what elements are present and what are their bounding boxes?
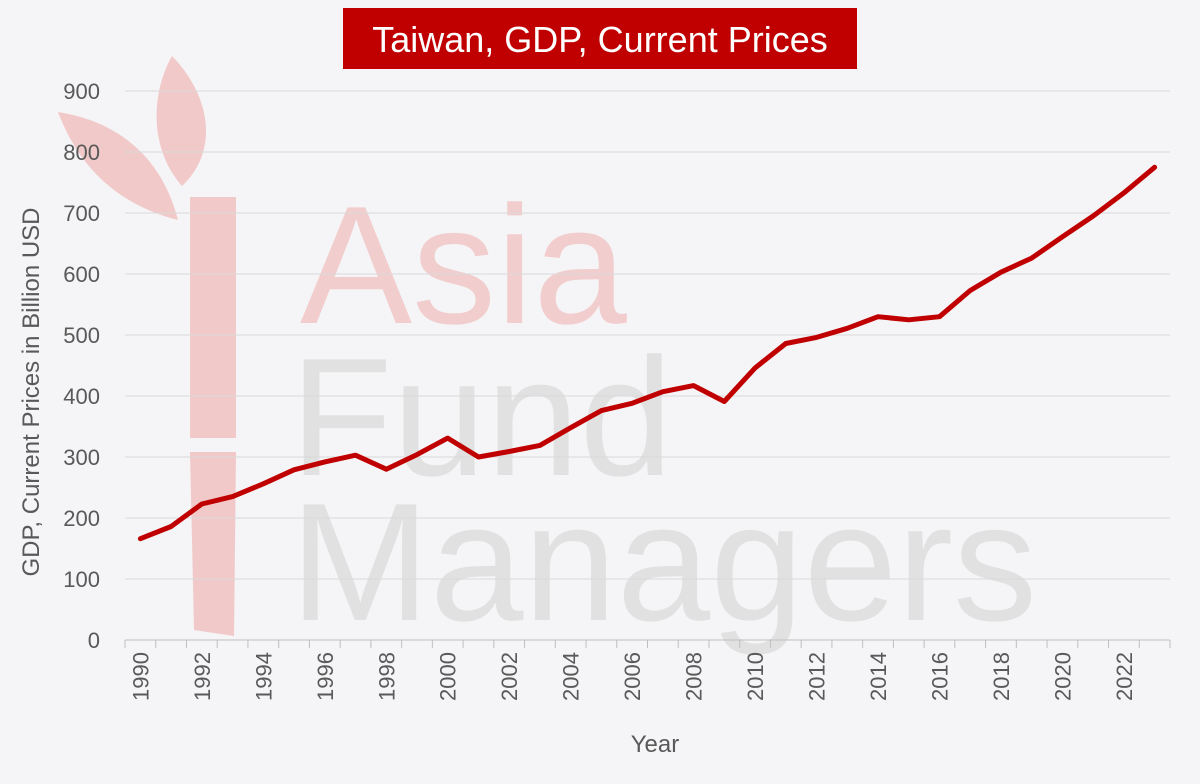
y-axis: 0 100 200 300 400 500 600 700 800 900 (63, 79, 100, 653)
y-tick-label: 700 (63, 201, 100, 226)
gdp-line (137, 164, 1158, 542)
x-tick-label: 2000 (436, 652, 461, 701)
x-tick-label: 2010 (743, 652, 768, 701)
y-tick-label: 100 (63, 567, 100, 592)
x-tick-label: 1998 (374, 652, 399, 701)
bamboo-stalk-bottom (190, 452, 236, 636)
leaf-left (58, 112, 178, 220)
chart-title: Taiwan, GDP, Current Prices (372, 19, 828, 60)
x-tick-label: 1994 (251, 652, 276, 701)
chart-title-box: Taiwan, GDP, Current Prices (343, 8, 857, 69)
watermark: Asia Fund Managers (58, 56, 1037, 656)
bamboo-stalk-top (190, 197, 236, 438)
watermark-fund: Fund (290, 323, 673, 511)
y-tick-label: 500 (63, 323, 100, 348)
x-axis: 1990 1992 1994 1996 1998 2000 2002 2004 2006 2008… (124, 640, 1171, 701)
x-tick-label: 2012 (805, 652, 830, 701)
x-tick-label: 2006 (620, 652, 645, 701)
x-tick-label: 1996 (313, 652, 338, 701)
x-axis-label: Year (631, 731, 680, 758)
watermark-managers: Managers (290, 468, 1037, 656)
x-tick-label: 2014 (866, 652, 891, 701)
y-tick-label: 300 (63, 445, 100, 470)
x-tick-label: 2008 (682, 652, 707, 701)
watermark-asia: Asia (300, 171, 627, 359)
x-tick-label: 1990 (128, 652, 153, 701)
x-tick-label: 2016 (927, 652, 952, 701)
y-tick-label: 200 (63, 506, 100, 531)
x-tick-label: 2002 (497, 652, 522, 701)
title-background (343, 8, 857, 69)
y-tick-label: 600 (63, 262, 100, 287)
y-axis-label: GDP, Current Prices in Billion USD (18, 207, 45, 576)
y-tick-label: 900 (63, 79, 100, 104)
x-tick-label: 1992 (190, 652, 215, 701)
y-tick-label: 800 (63, 140, 100, 165)
x-tick-label: 2022 (1112, 652, 1137, 701)
y-tick-label: 0 (88, 628, 100, 653)
leaf-right (156, 56, 206, 186)
x-tick-label: 2020 (1050, 652, 1075, 701)
x-tick-label: 2018 (989, 652, 1014, 701)
x-tick-label: 2004 (559, 652, 584, 701)
series-line (137, 164, 1158, 542)
y-tick-label: 400 (63, 384, 100, 409)
